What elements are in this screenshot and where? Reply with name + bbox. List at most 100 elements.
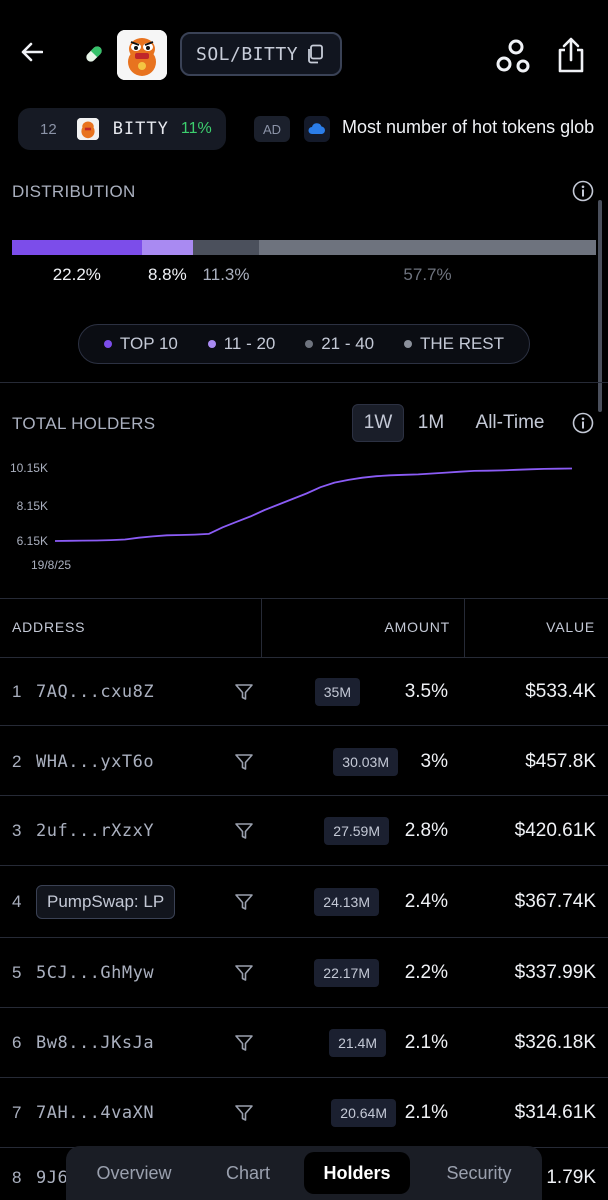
ad-text[interactable]: Most number of hot tokens glob — [342, 117, 595, 137]
filter-icon[interactable] — [234, 752, 254, 772]
y-tick-label: 8.15K — [17, 499, 48, 513]
back-button[interactable] — [14, 34, 50, 70]
legend-item[interactable]: 11 - 20 — [207, 334, 275, 354]
pill-icon[interactable] — [82, 42, 106, 66]
table-row[interactable]: 8 9J6 1.79K — [0, 1148, 608, 1200]
range-all-time-button[interactable]: All-Time — [475, 412, 545, 433]
amount-chip: 30.03M — [333, 747, 398, 776]
amount-chip: 24.13M — [314, 888, 379, 916]
holders-table-header: ADDRESS AMOUNT VALUE — [0, 598, 608, 658]
holders-chart: 10.15K 8.15K 6.15K 19/8/25 — [10, 461, 573, 572]
legend-dot — [305, 340, 314, 348]
row-index: 5 — [12, 963, 22, 982]
row-index: 8 — [12, 1168, 22, 1187]
legend-dot — [207, 340, 216, 348]
pair-label: SOL/BITTY — [196, 43, 299, 65]
holding-value: $314.61K — [514, 1102, 596, 1123]
filter-icon[interactable] — [234, 821, 254, 841]
holder-address[interactable]: 5CJ...GhMyw — [36, 963, 155, 983]
holding-percent: 2.8% — [404, 820, 448, 841]
distribution-title: DISTRIBUTION — [12, 182, 136, 201]
distribution-segment — [259, 240, 596, 255]
ticker-bar: 12 BITTY 11% AD Most number of hot token… — [0, 106, 608, 152]
filter-icon[interactable] — [234, 682, 254, 702]
distribution-percent: 57.7% — [403, 265, 452, 284]
legend-label: 21 - 40 — [321, 334, 375, 353]
token-logo — [117, 30, 167, 80]
holding-percent: 2.1% — [404, 1102, 448, 1123]
ad-badge: AD — [254, 116, 290, 142]
row-index: 7 — [12, 1103, 22, 1122]
holders-map-icon[interactable] — [496, 38, 530, 74]
distribution-percent: 11.3% — [202, 265, 250, 284]
legend-dot — [403, 340, 412, 348]
rank-token-name: BITTY — [112, 119, 169, 139]
row-index: 4 — [12, 892, 22, 911]
holder-address[interactable]: WHA...yxT6o — [36, 751, 155, 772]
distribution-segment — [141, 240, 194, 255]
pair-selector[interactable]: SOL/BITTY — [180, 32, 342, 76]
amount-chip: 35M — [314, 677, 360, 706]
header-amount[interactable]: AMOUNT — [384, 619, 450, 635]
filter-icon[interactable] — [234, 1033, 254, 1053]
cloud-icon — [304, 116, 330, 142]
holding-value: $337.99K — [514, 962, 596, 983]
row-index: 1 — [12, 681, 22, 701]
table-row[interactable]: 7 7AH...4vaXN 20.64M 2.1% $314.61K — [0, 1078, 608, 1148]
holder-address[interactable]: Bw8...JKsJa — [36, 1033, 155, 1053]
rank-number: 12 — [40, 120, 57, 138]
info-icon[interactable] — [572, 412, 594, 434]
filter-icon[interactable] — [234, 892, 254, 912]
legend-item[interactable]: 21 - 40 — [305, 334, 374, 354]
arrow-left-icon — [21, 42, 43, 62]
trending-rank-chip[interactable]: 12 BITTY 11% — [18, 108, 226, 150]
distribution-percent: 22.2% — [52, 265, 101, 284]
range-1w-button[interactable]: 1W — [352, 404, 404, 442]
holding-value: $367.74K — [514, 891, 596, 912]
tab-chart[interactable]: Chart — [225, 1162, 270, 1183]
tab-holders[interactable]: Holders — [304, 1152, 410, 1194]
y-tick-label: 6.15K — [17, 534, 48, 548]
header-address: ADDRESS — [12, 619, 86, 635]
legend-label: THE REST — [419, 334, 505, 353]
holders-line — [54, 467, 573, 542]
distribution-legend: TOP 10 11 - 20 21 - 40 THE REST — [78, 324, 530, 364]
amount-chip: 21.4M — [329, 1029, 386, 1057]
header-value[interactable]: VALUE — [546, 619, 595, 635]
scrollbar[interactable] — [598, 200, 602, 412]
filter-icon[interactable] — [234, 1103, 254, 1123]
table-row[interactable]: 1 7AQ...cxu8Z 35M 3.5% $533.4K — [0, 657, 608, 726]
info-icon[interactable] — [572, 180, 594, 202]
filter-icon[interactable] — [234, 963, 254, 983]
holder-address[interactable]: 7AH...4vaXN — [36, 1103, 155, 1123]
holder-address[interactable]: 2uf...rXzxY — [36, 821, 155, 841]
holding-value: $533.4K — [525, 680, 596, 702]
holding-value: $420.61K — [514, 820, 596, 841]
tab-security[interactable]: Security — [446, 1162, 512, 1183]
tab-overview[interactable]: Overview — [96, 1162, 172, 1183]
holder-label-chip[interactable]: PumpSwap: LP — [36, 885, 176, 919]
table-row[interactable]: 4 PumpSwap: LP 24.13M 2.4% $367.74K — [0, 866, 608, 938]
holding-percent: 3% — [420, 750, 448, 772]
holding-percent: 2.1% — [404, 1032, 448, 1053]
holding-percent: 2.2% — [404, 962, 448, 983]
row-index: 6 — [12, 1033, 22, 1052]
holder-address[interactable]: 9J6 — [36, 1168, 69, 1188]
distribution-segment — [193, 240, 260, 255]
table-row[interactable]: 6 Bw8...JKsJa 21.4M 2.1% $326.18K — [0, 1008, 608, 1078]
legend-item[interactable]: THE REST — [403, 334, 505, 354]
legend-label: TOP 10 — [119, 334, 178, 353]
x-tick-label: 19/8/25 — [31, 558, 71, 572]
table-row[interactable]: 5 5CJ...GhMyw 22.17M 2.2% $337.99K — [0, 938, 608, 1008]
holding-percent: 2.4% — [404, 891, 448, 912]
distribution-segment — [12, 240, 142, 255]
share-icon[interactable] — [556, 36, 586, 74]
range-1m-button[interactable]: 1M — [417, 412, 445, 433]
total-holders-title: TOTAL HOLDERS — [12, 414, 156, 433]
holding-value: 1.79K — [546, 1167, 596, 1188]
table-row[interactable]: 3 2uf...rXzxY 27.59M 2.8% $420.61K — [0, 796, 608, 866]
table-row[interactable]: 2 WHA...yxT6o 30.03M 3% $457.8K — [0, 727, 608, 796]
holder-address[interactable]: 7AQ...cxu8Z — [36, 681, 155, 702]
legend-item[interactable]: TOP 10 — [103, 334, 178, 354]
copy-icon[interactable] — [306, 44, 324, 64]
